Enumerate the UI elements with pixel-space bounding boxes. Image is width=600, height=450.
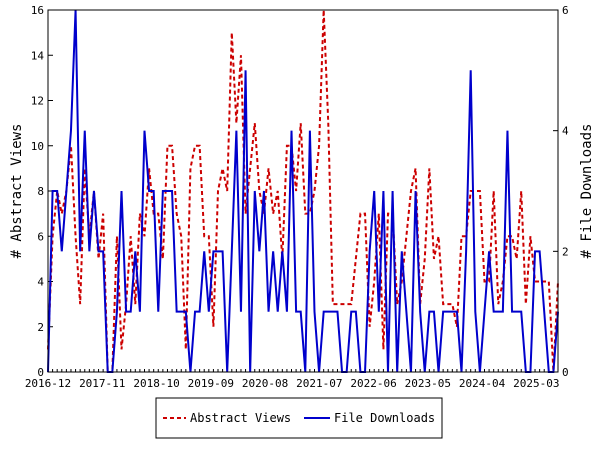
y-tick-label: 16 xyxy=(31,4,44,17)
y2-tick-label: 6 xyxy=(562,4,569,17)
plot-area-frame xyxy=(47,9,559,373)
legend-box xyxy=(155,397,443,439)
y-tick-label: 2 xyxy=(37,321,44,334)
x-tick-label: 2020-08 xyxy=(242,377,288,390)
y-tick-label: 4 xyxy=(37,276,44,289)
y-tick-label: 6 xyxy=(37,230,44,243)
label-layer: 0 2 4 6 8 10 12 14 16 0 2 4 6 2016-12 2017-11 2018-10 20… xyxy=(25,4,569,390)
legend: Abstract Views File Downloads xyxy=(155,397,443,439)
legend-label-abstract-views: Abstract Views xyxy=(190,411,291,425)
x-tick-label: 2019-09 xyxy=(188,377,234,390)
y-tick-label: 10 xyxy=(31,140,44,153)
x-tick-label: 2023-05 xyxy=(405,377,451,390)
y-tick-label: 12 xyxy=(31,95,44,108)
x-tick-label: 2024-04 xyxy=(459,377,506,390)
y-tick-label: 0 xyxy=(37,366,44,379)
y2-tick-label: 2 xyxy=(562,245,569,258)
y-axis-title: # Abstract Views xyxy=(9,124,25,259)
series-line-file-downloads xyxy=(47,9,559,373)
series-layer xyxy=(47,9,559,373)
y-tick-label: 8 xyxy=(37,185,44,198)
x-tick-label: 2018-10 xyxy=(133,377,179,390)
x-tick-label: 2025-03 xyxy=(513,377,559,390)
x-tick-label: 2021-07 xyxy=(296,377,342,390)
y-tick-label: 14 xyxy=(31,49,45,62)
x-tick-label: 2016-12 xyxy=(25,377,71,390)
y2-tick-label: 4 xyxy=(562,125,569,138)
y2-axis-title: # File Downloads xyxy=(579,124,595,259)
y2-tick-label: 0 xyxy=(562,366,569,379)
x-tick-label: 2022-06 xyxy=(350,377,396,390)
x-tick-label: 2017-11 xyxy=(79,377,125,390)
legend-label-file-downloads: File Downloads xyxy=(334,411,435,425)
